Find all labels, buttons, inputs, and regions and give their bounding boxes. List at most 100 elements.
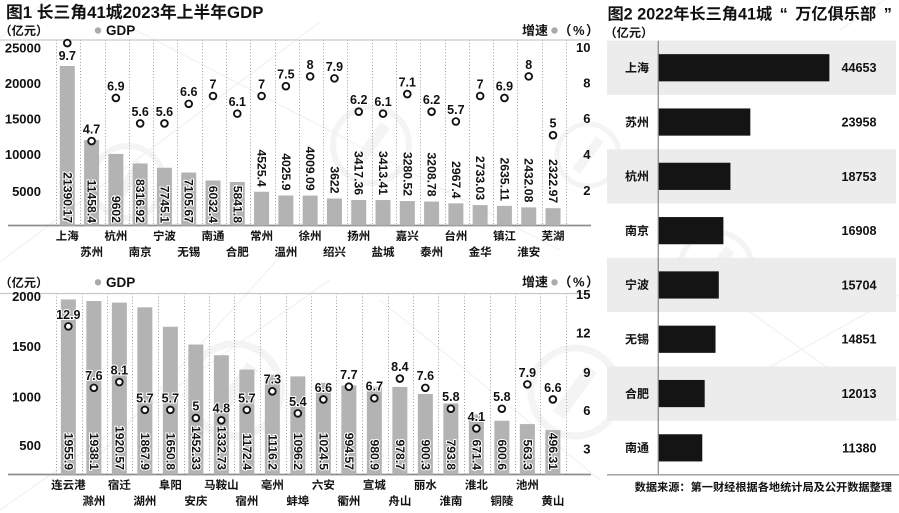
svg-text:3208.78: 3208.78	[425, 153, 439, 197]
svg-text:图1 长三角41城2023年上半年GDP: 图1 长三角41城2023年上半年GDP	[6, 3, 263, 22]
svg-text:（亿元）: （亿元）	[0, 276, 48, 290]
svg-text:600.6: 600.6	[495, 440, 509, 471]
svg-text:5.6: 5.6	[156, 105, 173, 119]
svg-text:6: 6	[583, 111, 590, 126]
svg-text:苏州: 苏州	[80, 246, 103, 259]
svg-text:5.8: 5.8	[493, 390, 510, 404]
svg-text:793.8: 793.8	[444, 440, 458, 471]
svg-text:2635.11: 2635.11	[497, 157, 511, 201]
svg-text:黄山: 黄山	[541, 495, 564, 508]
svg-text:徐州: 徐州	[299, 230, 322, 243]
svg-text:舟山: 舟山	[388, 495, 411, 508]
svg-text:芜湖: 芜湖	[542, 230, 565, 243]
svg-text:（%）: （%）	[558, 275, 600, 290]
svg-text:5.7: 5.7	[238, 391, 255, 405]
svg-text:4.1: 4.1	[468, 410, 485, 424]
svg-text:3280.52: 3280.52	[400, 152, 414, 196]
svg-text:1867.9: 1867.9	[138, 433, 152, 470]
svg-text:7.9: 7.9	[326, 60, 343, 74]
svg-text:7.3: 7.3	[264, 373, 281, 387]
svg-text:9.7: 9.7	[59, 49, 76, 63]
svg-text:8.4: 8.4	[391, 360, 408, 374]
svg-text:杭州: 杭州	[625, 170, 649, 184]
svg-text:5.6: 5.6	[131, 105, 148, 119]
svg-text:7: 7	[210, 77, 217, 91]
svg-text:宁波: 宁波	[153, 230, 176, 243]
svg-text:台州: 台州	[444, 230, 467, 243]
svg-text:1650.8: 1650.8	[163, 433, 177, 470]
svg-text:500: 500	[19, 438, 41, 453]
svg-text:1452.33: 1452.33	[189, 426, 203, 470]
svg-text:978.7: 978.7	[393, 440, 407, 471]
svg-text:苏州: 苏州	[625, 115, 649, 129]
svg-text:增速: 增速	[522, 23, 548, 38]
svg-text:1024.5: 1024.5	[316, 433, 330, 470]
svg-text:6.1: 6.1	[374, 95, 391, 109]
svg-text:湖州: 湖州	[133, 495, 156, 508]
svg-text:15: 15	[576, 287, 590, 302]
svg-text:5.7: 5.7	[162, 391, 179, 405]
svg-text:6.9: 6.9	[496, 79, 513, 93]
svg-text:1000: 1000	[12, 389, 41, 404]
svg-text:7: 7	[477, 77, 484, 91]
svg-text:无锡: 无锡	[177, 246, 200, 259]
svg-text:蚌埠: 蚌埠	[286, 495, 309, 508]
svg-text:1096.2: 1096.2	[291, 433, 305, 470]
svg-text:6: 6	[583, 403, 590, 418]
svg-text:南京: 南京	[129, 246, 152, 259]
svg-text:12: 12	[576, 326, 590, 341]
svg-text:无锡: 无锡	[625, 332, 649, 346]
svg-text:8: 8	[307, 58, 314, 72]
svg-text:7: 7	[258, 77, 265, 91]
svg-text:3417.36: 3417.36	[352, 151, 366, 195]
svg-text:15704: 15704	[841, 278, 876, 292]
svg-text:（%）: （%）	[558, 23, 600, 38]
svg-text:5841.8: 5841.8	[230, 186, 244, 223]
svg-text:六安: 六安	[312, 479, 335, 492]
svg-text:5.7: 5.7	[136, 391, 153, 405]
svg-text:11380: 11380	[842, 441, 876, 455]
svg-text:3622: 3622	[327, 166, 341, 193]
svg-text:496.31: 496.31	[546, 433, 560, 470]
svg-text:滁州: 滁州	[82, 495, 105, 508]
svg-text:900.3: 900.3	[418, 440, 432, 471]
svg-text:淮北: 淮北	[465, 479, 488, 492]
svg-text:4525.4: 4525.4	[255, 149, 269, 186]
svg-text:1920.57: 1920.57	[112, 426, 126, 470]
svg-text:数据来源：第一财经根据各地统计局及公开数据整理: 数据来源：第一财经根据各地统计局及公开数据整理	[635, 481, 892, 494]
svg-text:2322.97: 2322.97	[546, 159, 560, 203]
svg-text:金华: 金华	[469, 246, 492, 259]
svg-text:嘉兴: 嘉兴	[396, 230, 419, 243]
svg-text:安庆: 安庆	[184, 495, 207, 508]
svg-text:1955.9: 1955.9	[61, 433, 75, 470]
svg-text:20000: 20000	[5, 76, 41, 91]
svg-text:南京: 南京	[625, 224, 649, 238]
svg-text:温州: 温州	[274, 246, 297, 259]
svg-text:泰州: 泰州	[420, 246, 443, 259]
svg-text:5000: 5000	[12, 184, 41, 199]
svg-text:4: 4	[583, 147, 591, 162]
svg-text:GDP: GDP	[106, 23, 135, 38]
svg-text:4025.9: 4025.9	[279, 153, 293, 190]
svg-text:GDP: GDP	[106, 275, 135, 290]
svg-text:9602: 9602	[109, 196, 123, 223]
svg-text:衢州: 衢州	[337, 495, 360, 508]
svg-text:12.9: 12.9	[56, 308, 80, 322]
svg-text:淮南: 淮南	[439, 495, 462, 508]
svg-text:21390.17: 21390.17	[60, 172, 74, 223]
svg-text:6.2: 6.2	[423, 93, 440, 107]
svg-text:7.1: 7.1	[399, 75, 416, 89]
svg-text:7.6: 7.6	[417, 369, 434, 383]
svg-text:宿州: 宿州	[235, 495, 258, 508]
svg-text:杭州: 杭州	[104, 230, 127, 243]
svg-text:10: 10	[576, 40, 590, 55]
svg-text:16908: 16908	[841, 224, 876, 238]
svg-text:（亿元）: （亿元）	[605, 26, 654, 40]
svg-text:宁波: 宁波	[625, 278, 649, 292]
svg-text:1172.4: 1172.4	[240, 433, 254, 470]
svg-text:671.4: 671.4	[469, 440, 483, 471]
svg-text:5.8: 5.8	[442, 390, 459, 404]
svg-text:994.57: 994.57	[342, 433, 356, 470]
svg-text:8.1: 8.1	[111, 363, 128, 377]
svg-text:上海: 上海	[625, 61, 649, 75]
